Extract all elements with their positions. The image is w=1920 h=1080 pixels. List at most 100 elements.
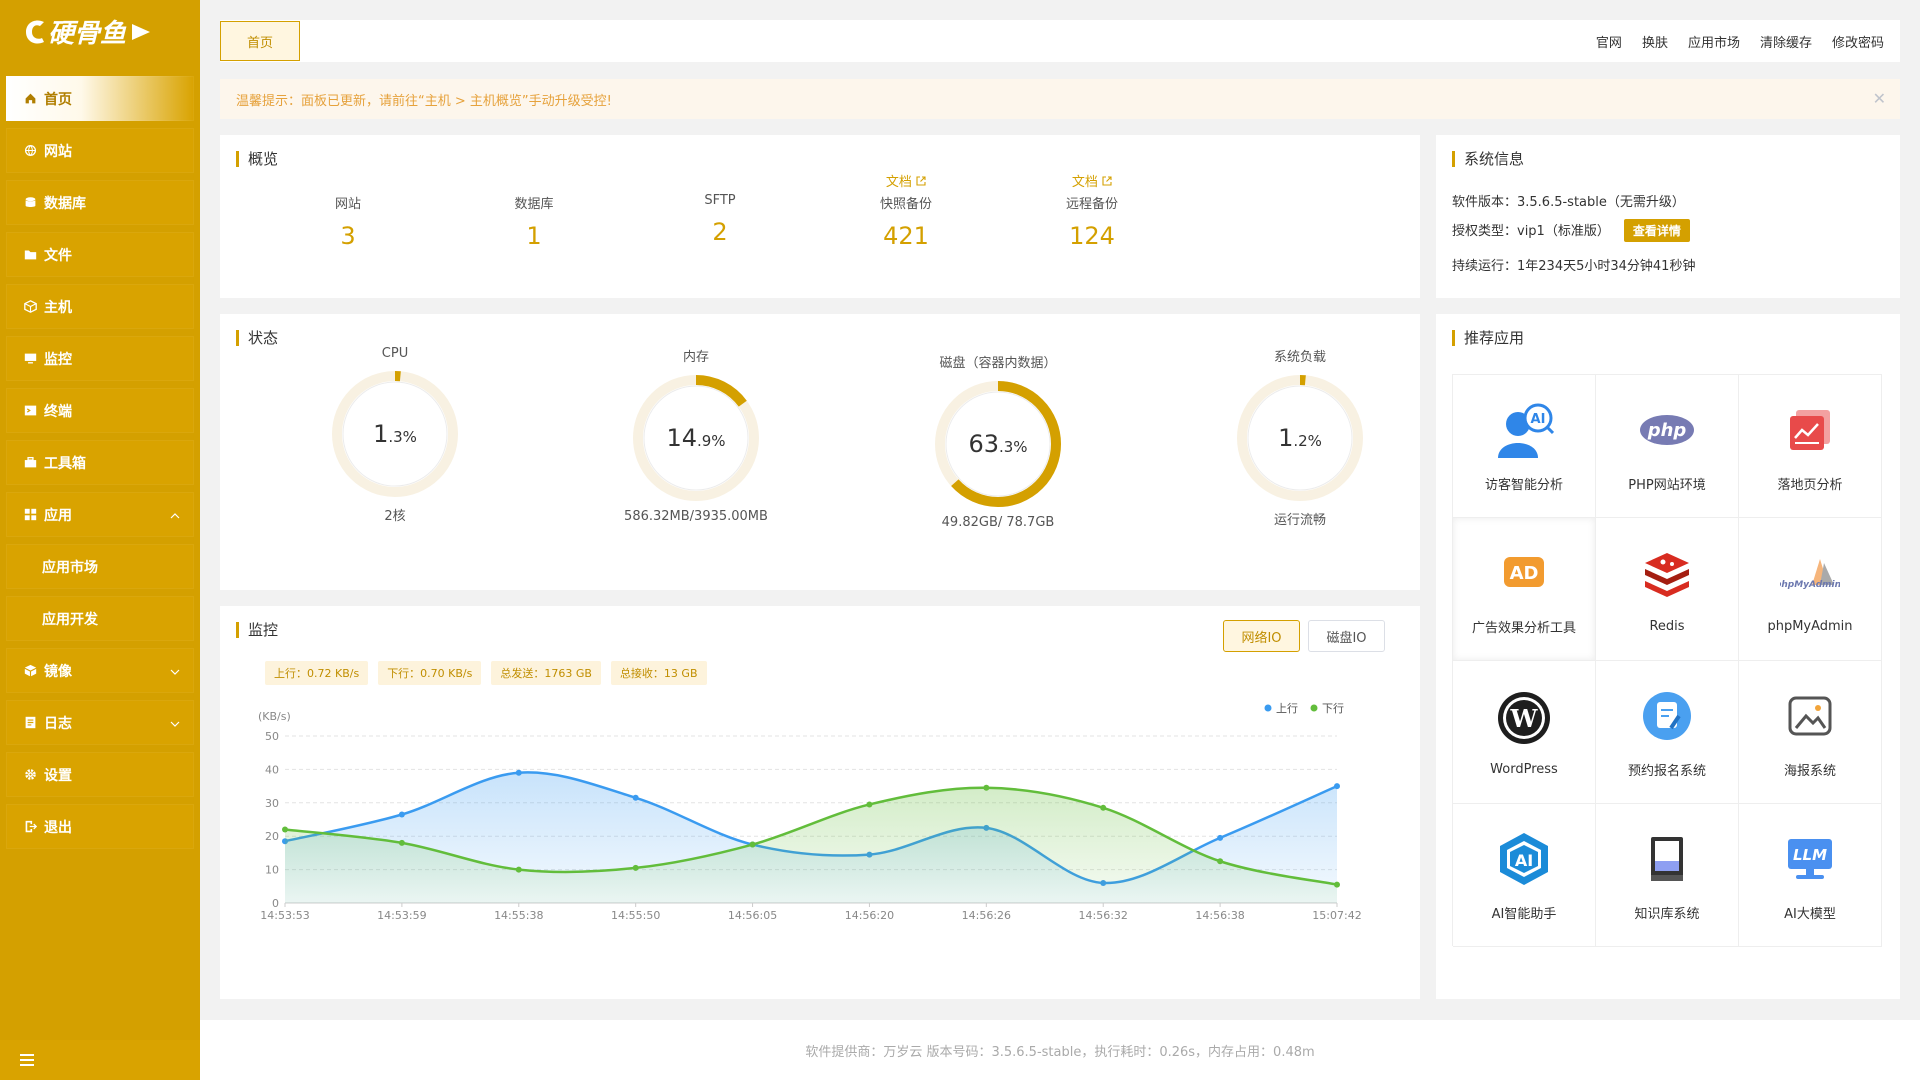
app-name: PHP网站环境 (1628, 477, 1706, 493)
data-point (1334, 783, 1340, 790)
legend-marker (1264, 704, 1272, 712)
tab-network-io[interactable]: 网络IO (1223, 620, 1300, 652)
sidebar-item-label: 首页 (44, 91, 72, 108)
gauge-sub: 49.82GB/ 78.7GB (941, 515, 1055, 530)
app-card[interactable]: AI 访客智能分析 (1453, 375, 1596, 518)
data-point (632, 794, 639, 801)
top-link-3[interactable]: 清除缓存 (1759, 35, 1812, 51)
doc-link-label: 文档 (1071, 175, 1098, 190)
app-card[interactable]: Redis (1596, 518, 1739, 661)
sidebar-item-label: 应用开发 (42, 611, 98, 628)
svg-text:php: php (1647, 420, 1687, 441)
gauge-value-dec: .3 (999, 438, 1013, 456)
legend-marker (1310, 704, 1318, 712)
gauge-value: 1.2% (1278, 424, 1322, 452)
ai-assistant-icon: AI (1494, 829, 1554, 889)
app-card[interactable]: phpMyAdmin phpMyAdmin (1739, 518, 1882, 661)
license-row: 授权类型：vip1（标准版） 查看详情 (1452, 219, 1690, 242)
app-card[interactable]: php PHP网站环境 (1596, 375, 1739, 518)
software-version: 软件版本：3.5.6.5-stable（无需升级） (1452, 195, 1685, 210)
y-tick-label: 20 (265, 830, 279, 843)
overview-value[interactable]: 2 (712, 218, 728, 246)
sidebar-item-8[interactable]: 应用 (6, 492, 194, 537)
view-detail-button[interactable]: 查看详情 (1623, 219, 1690, 242)
overview-value[interactable]: 421 (883, 222, 929, 250)
app-name: Redis (1649, 618, 1685, 634)
phpmyadmin-icon: phpMyAdmin (1780, 545, 1840, 605)
data-point (1100, 804, 1107, 811)
chevron-up-icon (170, 508, 180, 524)
top-bar: 首页 官网 换肤 应用市场 清除缓存 修改密码 (220, 20, 1900, 62)
app-card[interactable]: AI AI智能助手 (1453, 804, 1596, 947)
sidebar-item-10[interactable]: 应用开发 (6, 596, 194, 641)
data-point (282, 826, 288, 833)
app-card[interactable]: 落地页分析 (1739, 375, 1882, 518)
overview-value[interactable]: 3 (340, 222, 356, 250)
overview-value[interactable]: 124 (1069, 222, 1115, 250)
sidebar-item-7[interactable]: 工具箱 (6, 440, 194, 485)
app-card[interactable]: 海报系统 (1739, 661, 1882, 804)
series-line (284, 786, 1339, 887)
sidebar-item-12[interactable]: 日志 (6, 700, 194, 745)
app-card[interactable]: LLM AI大模型 (1739, 804, 1882, 947)
sidebar-item-0[interactable]: 首页 (6, 76, 194, 121)
gauge-label: 系统负载 (1273, 350, 1326, 365)
sidebar-item-4[interactable]: 主机 (6, 284, 194, 329)
app-card[interactable]: 预约报名系统 (1596, 661, 1739, 804)
sidebar-item-11[interactable]: 镜像 (6, 648, 194, 693)
gauge-value-int: 63 (968, 430, 999, 458)
series-area (285, 772, 1337, 903)
doc-link[interactable]: 文档 (1002, 171, 1182, 190)
sidebar-item-2[interactable]: 数据库 (6, 180, 194, 225)
logo[interactable]: 硬骨鱼 (0, 0, 200, 64)
logout-icon (22, 819, 38, 835)
x-tick-label: 14:56:38 (1195, 909, 1244, 922)
data-point (515, 769, 522, 776)
app-grid: AI 访客智能分析 php PHP网站环境 落地页分析 AD 广告效果分析工具 Redis ph… (1452, 374, 1882, 947)
top-link-4[interactable]: 修改密码 (1831, 35, 1884, 51)
data-point (632, 864, 639, 871)
ad-icon: AD (1494, 543, 1554, 603)
brand-logo-icon: 硬骨鱼 (26, 19, 150, 49)
y-axis-label: (KB/s) (258, 710, 291, 723)
doc-link[interactable]: 文档 (816, 171, 996, 190)
footer: 软件提供商：万岁云 版本号码：3.5.6.5-stable，执行耗时：0.26s… (200, 1020, 1920, 1080)
top-link-0[interactable]: 官网 (1595, 35, 1622, 51)
x-tick-label: 14:55:38 (494, 909, 543, 922)
gauge-percent-sign: % (403, 428, 417, 446)
sidebar-item-label: 日志 (44, 715, 72, 732)
chevron-down-icon (170, 664, 180, 680)
gauge-ring: 14.9% (633, 375, 759, 501)
overview-value[interactable]: 1 (526, 222, 542, 250)
gauge-sub: 2核 (384, 509, 406, 524)
x-tick-label: 14:56:05 (728, 909, 777, 922)
logo-text: 硬骨鱼 (48, 19, 127, 49)
top-link-2[interactable]: 应用市场 (1687, 35, 1740, 51)
sidebar-item-9[interactable]: 应用市场 (6, 544, 194, 589)
sidebar-item-6[interactable]: 终端 (6, 388, 194, 433)
sidebar-item-1[interactable]: 网站 (6, 128, 194, 173)
app-card[interactable]: 知识库系统 (1596, 804, 1739, 947)
app-card[interactable]: AD 广告效果分析工具 (1453, 518, 1596, 661)
gauge-label: 磁盘（容器内数据） (939, 356, 1057, 371)
svg-text:AI: AI (1531, 412, 1546, 427)
sidebar-item-13[interactable]: 设置 (6, 752, 194, 797)
sidebar-item-3[interactable]: 文件 (6, 232, 194, 277)
tab-disk-io[interactable]: 磁盘IO (1308, 620, 1385, 652)
notice-text: 温馨提示：面板已更新，请前往“主机 > 主机概览”手动升级受控! (236, 93, 612, 109)
overview-item: 文档 快照备份 421 (816, 171, 996, 250)
app-card[interactable]: W WordPress (1453, 661, 1596, 804)
legend-label: 下行 (1322, 702, 1344, 715)
sidebar-item-14[interactable]: 退出 (6, 804, 194, 849)
sidebar-collapse-button[interactable] (0, 1040, 200, 1080)
sidebar-item-5[interactable]: 监控 (6, 336, 194, 381)
book-icon (1637, 829, 1697, 889)
tab-home[interactable]: 首页 (220, 21, 300, 61)
top-link-1[interactable]: 换肤 (1641, 35, 1668, 51)
gauge-value-dec: .3 (388, 428, 402, 446)
gauge-ring: 1.3% (332, 371, 458, 497)
download-rate-tag: 下行：0.70 KB/s (378, 661, 482, 685)
close-icon[interactable]: ✕ (1872, 89, 1886, 108)
overview-label: SFTP (704, 193, 736, 208)
data-point (1217, 834, 1224, 841)
